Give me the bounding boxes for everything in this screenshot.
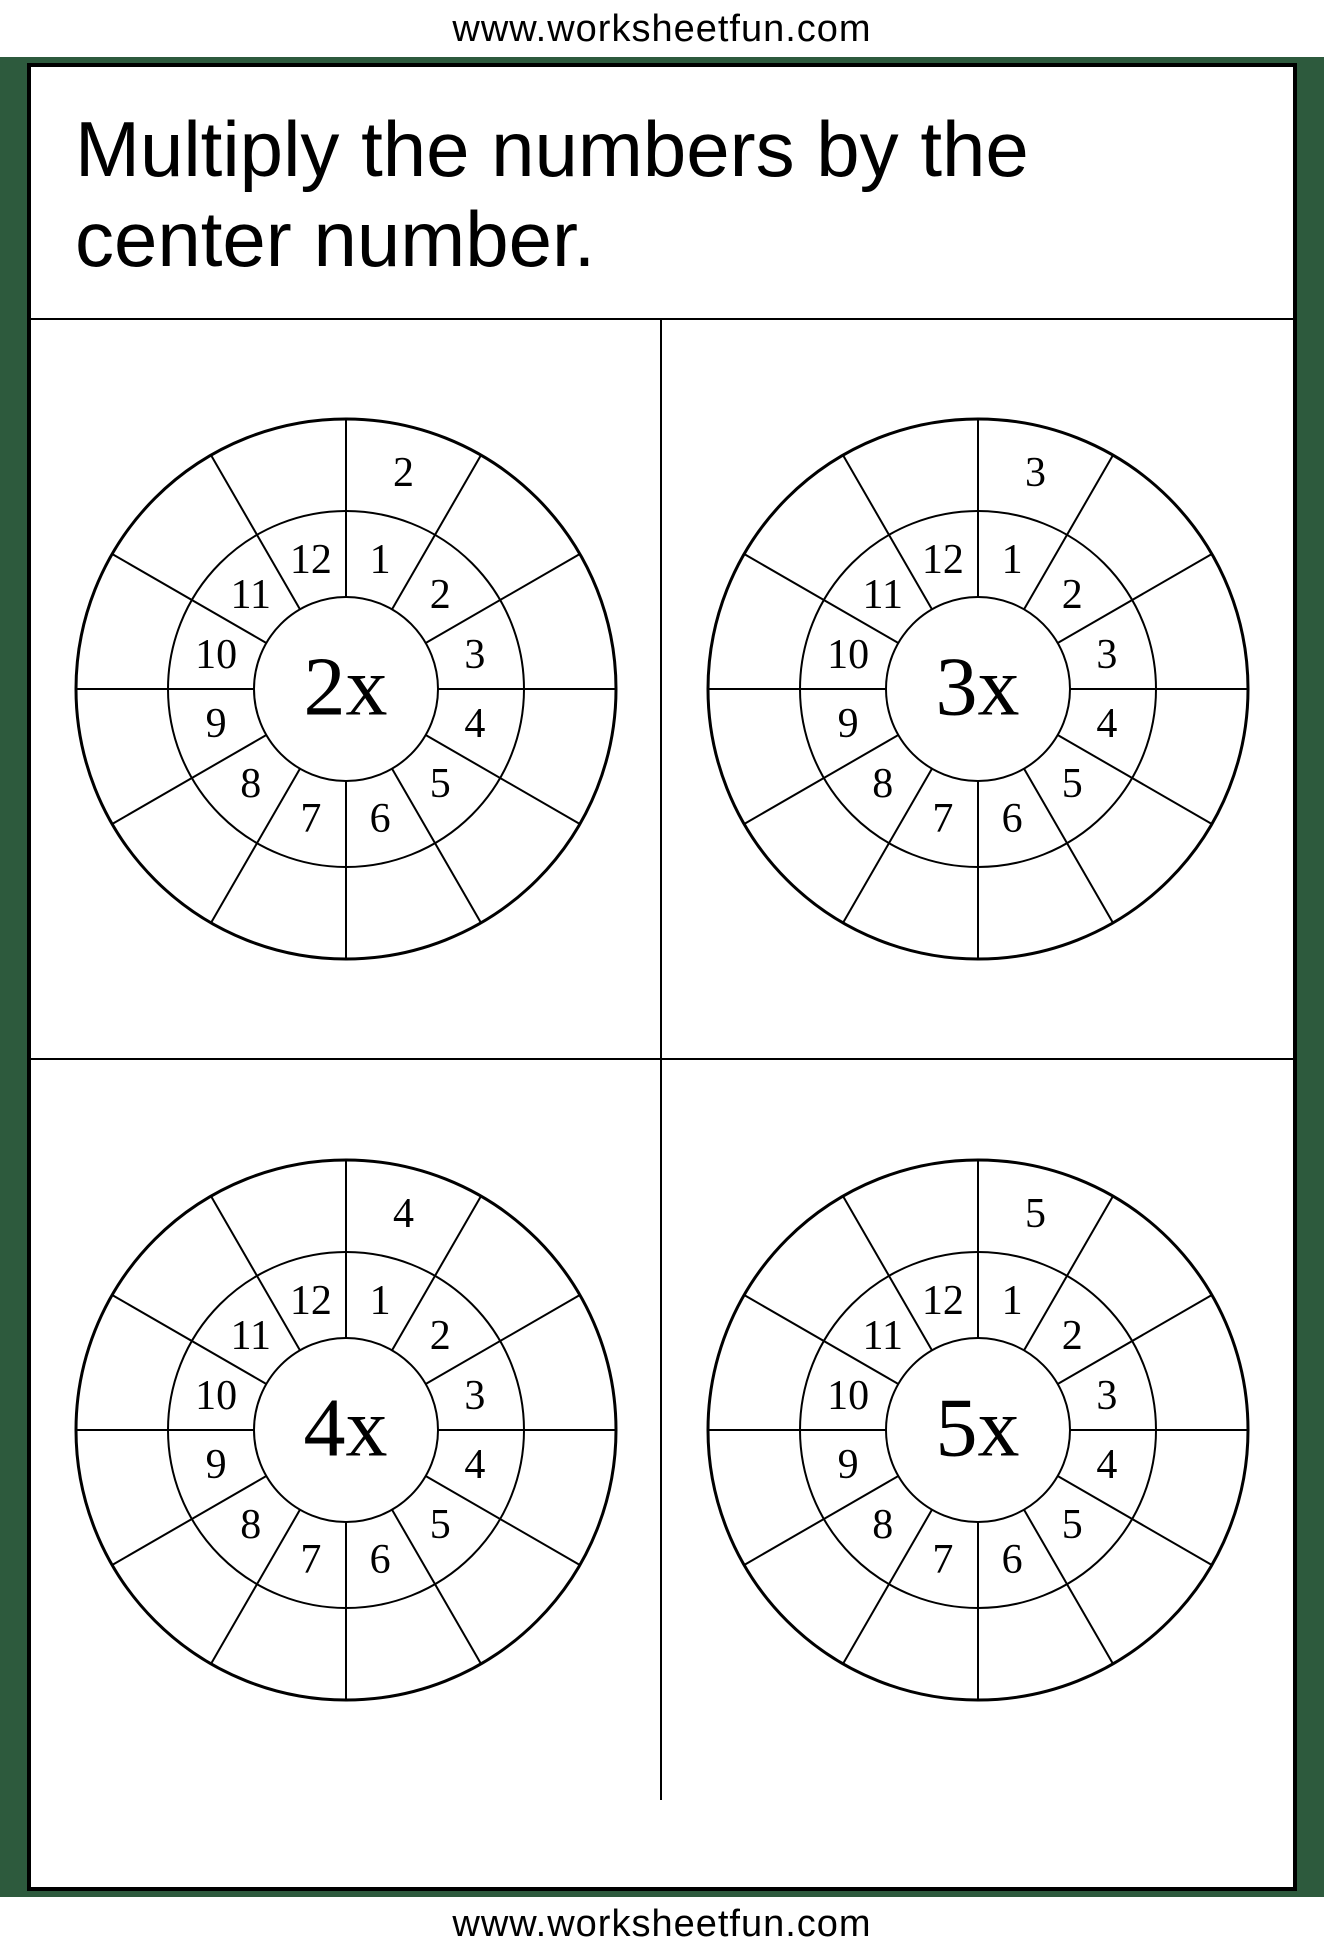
inner-number: 8 bbox=[872, 760, 893, 808]
wheel-cell: 5x1234567891011125 bbox=[662, 1060, 1293, 1800]
inner-number: 4 bbox=[464, 1441, 485, 1489]
inner-number: 11 bbox=[863, 1312, 903, 1360]
inner-number: 5 bbox=[430, 1501, 451, 1549]
inner-number: 7 bbox=[932, 1536, 953, 1584]
inner-number: 1 bbox=[370, 536, 391, 584]
wheel-2x: 2x1234567891011122 bbox=[66, 409, 626, 969]
inner-number: 12 bbox=[290, 1277, 332, 1325]
wheel-3x: 3x1234567891011123 bbox=[698, 409, 1258, 969]
wheel-5x: 5x1234567891011125 bbox=[698, 1150, 1258, 1710]
inner-number: 9 bbox=[206, 700, 227, 748]
inner-number: 5 bbox=[430, 760, 451, 808]
inner-number: 10 bbox=[827, 631, 869, 679]
inner-number: 10 bbox=[195, 631, 237, 679]
inner-number: 5 bbox=[1062, 1501, 1083, 1549]
inner-number: 7 bbox=[300, 795, 321, 843]
instruction-text: Multiply the numbers by the center numbe… bbox=[31, 67, 1293, 320]
inner-number: 10 bbox=[195, 1372, 237, 1420]
inner-number: 3 bbox=[1096, 631, 1117, 679]
footer-url: www.worksheetfun.com bbox=[0, 1897, 1324, 1956]
wheel-center-label: 4x bbox=[304, 1380, 388, 1477]
wheel-grid: 2x1234567891011122 3x1234567891011123 4x… bbox=[31, 320, 1293, 1800]
inner-number: 11 bbox=[231, 571, 271, 619]
worksheet-page: Multiply the numbers by the center numbe… bbox=[27, 63, 1297, 1891]
inner-number: 7 bbox=[300, 1536, 321, 1584]
inner-number: 12 bbox=[922, 1277, 964, 1325]
inner-number: 4 bbox=[1096, 1441, 1117, 1489]
outer-number: 2 bbox=[393, 449, 414, 497]
inner-number: 2 bbox=[1062, 1312, 1083, 1360]
inner-number: 7 bbox=[932, 795, 953, 843]
inner-number: 3 bbox=[1096, 1372, 1117, 1420]
inner-number: 3 bbox=[464, 1372, 485, 1420]
outer-number: 3 bbox=[1025, 449, 1046, 497]
inner-number: 3 bbox=[464, 631, 485, 679]
inner-number: 8 bbox=[240, 760, 261, 808]
inner-number: 1 bbox=[1002, 536, 1023, 584]
wheel-cell: 2x1234567891011122 bbox=[31, 320, 662, 1060]
inner-number: 6 bbox=[370, 1536, 391, 1584]
wheel-center-label: 5x bbox=[936, 1380, 1020, 1477]
inner-number: 2 bbox=[1062, 571, 1083, 619]
inner-number: 2 bbox=[430, 571, 451, 619]
inner-number: 6 bbox=[370, 795, 391, 843]
inner-number: 1 bbox=[1002, 1277, 1023, 1325]
inner-number: 4 bbox=[1096, 700, 1117, 748]
inner-number: 4 bbox=[464, 700, 485, 748]
wheel-cell: 3x1234567891011123 bbox=[662, 320, 1293, 1060]
header-url: www.worksheetfun.com bbox=[0, 0, 1324, 57]
inner-number: 6 bbox=[1002, 795, 1023, 843]
inner-number: 8 bbox=[872, 1501, 893, 1549]
inner-number: 9 bbox=[838, 1441, 859, 1489]
wheel-4x: 4x1234567891011124 bbox=[66, 1150, 626, 1710]
inner-number: 6 bbox=[1002, 1536, 1023, 1584]
wheel-center-label: 3x bbox=[936, 639, 1020, 736]
inner-number: 8 bbox=[240, 1501, 261, 1549]
inner-number: 12 bbox=[922, 536, 964, 584]
outer-number: 5 bbox=[1025, 1190, 1046, 1238]
inner-number: 2 bbox=[430, 1312, 451, 1360]
inner-number: 9 bbox=[838, 700, 859, 748]
inner-number: 10 bbox=[827, 1372, 869, 1420]
inner-number: 1 bbox=[370, 1277, 391, 1325]
inner-number: 9 bbox=[206, 1441, 227, 1489]
inner-number: 5 bbox=[1062, 760, 1083, 808]
inner-number: 11 bbox=[231, 1312, 271, 1360]
outer-number: 4 bbox=[393, 1190, 414, 1238]
wheel-center-label: 2x bbox=[304, 639, 388, 736]
inner-number: 11 bbox=[863, 571, 903, 619]
wheel-cell: 4x1234567891011124 bbox=[31, 1060, 662, 1800]
inner-number: 12 bbox=[290, 536, 332, 584]
